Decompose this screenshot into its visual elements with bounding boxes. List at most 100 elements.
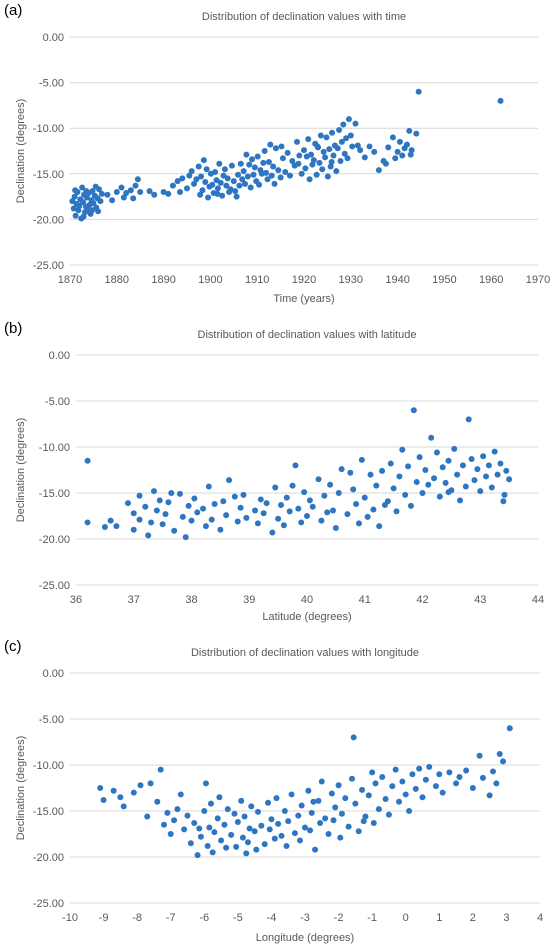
data-point — [345, 116, 352, 123]
x-tick-label: -8 — [132, 912, 142, 924]
data-point — [342, 795, 349, 802]
data-point — [243, 151, 250, 158]
data-point — [209, 181, 216, 188]
data-point — [148, 519, 155, 526]
data-point — [361, 494, 368, 501]
data-point — [217, 526, 224, 533]
data-point — [459, 462, 466, 469]
data-point — [137, 782, 144, 789]
data-point — [239, 176, 246, 183]
data-point — [477, 488, 484, 495]
chart-title: Distribution of declination values with … — [202, 11, 406, 23]
data-point — [244, 173, 251, 180]
data-point — [79, 184, 86, 191]
data-point — [506, 476, 513, 483]
data-point — [407, 151, 414, 158]
data-point — [198, 173, 205, 180]
data-point — [188, 168, 195, 175]
y-tick-label: -15.00 — [33, 169, 64, 181]
data-point — [216, 794, 223, 801]
data-point — [345, 823, 352, 830]
data-point — [195, 163, 202, 170]
y-tick-label: -25.00 — [39, 580, 70, 592]
data-point — [200, 505, 207, 512]
data-point — [249, 156, 256, 163]
x-tick-label: 41 — [359, 594, 371, 606]
data-point — [209, 849, 216, 856]
data-point — [194, 852, 201, 859]
data-point — [101, 524, 108, 531]
data-point — [402, 491, 409, 498]
data-point — [153, 507, 160, 514]
x-tick-label: 1910 — [245, 274, 269, 286]
data-point — [317, 819, 324, 826]
data-point — [223, 844, 230, 851]
data-point — [366, 143, 373, 150]
data-point — [238, 797, 245, 804]
data-point — [439, 789, 446, 796]
data-point — [255, 808, 261, 815]
data-point — [214, 815, 221, 822]
data-point — [266, 826, 273, 833]
x-tick-label: 1940 — [385, 274, 409, 286]
data-point — [83, 194, 90, 201]
x-tick-label: 3 — [503, 912, 509, 924]
data-point — [162, 511, 169, 518]
data-point — [359, 786, 366, 793]
x-tick-label: 40 — [301, 594, 313, 606]
data-point — [334, 145, 341, 152]
data-point — [269, 529, 276, 536]
y-tick-label: -15.00 — [39, 488, 70, 500]
data-point — [208, 516, 215, 523]
data-point — [89, 188, 96, 195]
data-point — [250, 171, 257, 178]
data-point — [88, 207, 95, 214]
data-point — [256, 181, 263, 188]
data-point — [263, 169, 270, 176]
data-point — [240, 491, 247, 498]
data-point — [318, 778, 325, 785]
data-point — [107, 517, 114, 524]
data-point — [90, 199, 97, 206]
data-point — [446, 769, 453, 776]
data-point — [216, 160, 223, 167]
data-point — [267, 141, 274, 148]
data-point — [327, 481, 334, 488]
data-point — [237, 160, 244, 167]
data-point — [412, 785, 419, 792]
data-point — [120, 194, 127, 201]
data-point — [406, 127, 413, 134]
x-tick-label: -10 — [62, 912, 78, 924]
data-point — [110, 787, 117, 794]
data-point — [278, 832, 285, 839]
data-point — [413, 478, 420, 485]
data-point — [182, 534, 189, 541]
data-point — [333, 168, 340, 175]
data-point — [288, 791, 295, 798]
data-point — [134, 176, 141, 183]
y-tick-label: -10.00 — [39, 442, 70, 454]
data-point — [329, 129, 336, 136]
y-tick-label: -5.00 — [45, 396, 70, 408]
data-point — [223, 182, 230, 189]
data-point — [501, 491, 508, 498]
data-point — [340, 121, 347, 128]
data-point — [328, 790, 335, 797]
data-point — [416, 454, 423, 461]
data-point — [239, 834, 246, 841]
data-point — [104, 191, 111, 198]
data-point — [231, 810, 238, 817]
data-point — [298, 519, 305, 526]
data-point — [97, 198, 104, 205]
data-point — [432, 783, 439, 790]
data-point — [396, 473, 403, 480]
data-point — [184, 812, 191, 819]
data-point — [187, 840, 194, 847]
data-point — [372, 780, 379, 787]
y-tick-label: -20.00 — [33, 214, 64, 226]
data-point — [399, 446, 406, 453]
y-axis-title: Declination (degrees) — [15, 418, 27, 523]
data-point — [160, 189, 167, 196]
data-point — [314, 143, 321, 150]
data-point — [136, 516, 143, 523]
